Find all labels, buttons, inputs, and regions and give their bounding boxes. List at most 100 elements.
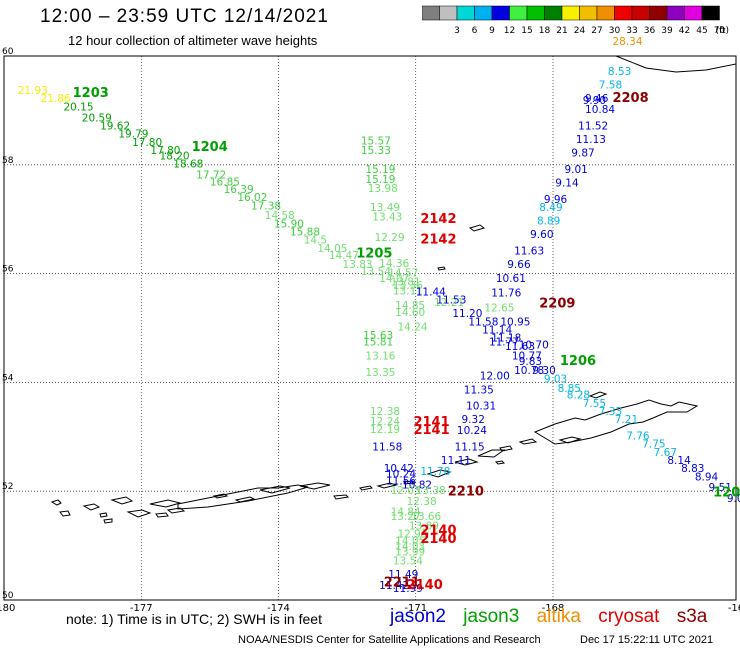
- coastline: [403, 480, 414, 485]
- wave-height-label: 13.36: [393, 280, 423, 292]
- scale-tick-label: 30: [609, 26, 621, 36]
- wave-height-label: 7.55: [583, 398, 606, 410]
- wave-height-label: 9.46: [585, 93, 609, 105]
- coastline: [166, 507, 186, 514]
- wave-height-label: 14.84: [391, 507, 421, 519]
- scale-tick-label: 36: [644, 26, 656, 36]
- coastline: [588, 391, 608, 399]
- coastline: [99, 512, 108, 518]
- wave-height-label: 16.39: [224, 184, 254, 196]
- wave-height-label: 28.34: [612, 36, 642, 48]
- coastline: [212, 493, 229, 499]
- coastline: [103, 518, 113, 524]
- scale-tick-label: 33: [626, 26, 637, 36]
- track-time-label: 2211: [384, 575, 420, 590]
- coastline: [558, 436, 582, 444]
- scale-tick-label: 21: [556, 26, 567, 36]
- coastline: [149, 499, 182, 508]
- wave-height-label: 16.02: [237, 192, 267, 204]
- legend-jason2: jason2: [390, 606, 446, 627]
- lon-tick-label: -180: [0, 603, 15, 614]
- scale-tick-label: 15: [521, 26, 532, 36]
- scale-tick-label: 12: [504, 26, 515, 36]
- track-time-label: 1207: [713, 486, 740, 501]
- scale-swatch: [701, 5, 720, 21]
- wave-height-label: 8.28: [567, 390, 590, 402]
- wave-height-label: 13.89: [409, 520, 439, 532]
- wave-height-label: 12.65: [484, 303, 514, 315]
- coastline: [494, 460, 506, 465]
- wave-height-label: 12.29: [375, 232, 405, 244]
- lon-tick-label: -174: [267, 603, 290, 614]
- wave-height-label: 10.82: [402, 479, 432, 491]
- coastline: [126, 509, 152, 518]
- wave-height-label: 10.95: [500, 316, 530, 328]
- legend-s3a: s3a: [676, 606, 708, 627]
- scale-tick-label: 42: [679, 26, 690, 36]
- wave-height-label: 15.90: [274, 218, 304, 230]
- track-time-label: 1205: [356, 246, 392, 261]
- track-time-label: 2142: [420, 233, 456, 248]
- wave-height-label: 13.11: [393, 285, 423, 297]
- wave-height-label: 14.05: [317, 243, 347, 255]
- scale-tick-label: 3: [454, 26, 460, 36]
- scale-unit-label: (ft): [716, 26, 730, 36]
- wave-height-label: 13.49: [370, 202, 400, 214]
- wave-height-label: 19.79: [118, 129, 148, 141]
- wave-height-label: 11.63: [514, 246, 544, 258]
- lon-tick-label: -171: [404, 603, 427, 614]
- wave-height-label: 14.58: [265, 210, 295, 222]
- track-time-label: 2140: [407, 578, 443, 593]
- wave-height-label: 13.43: [372, 211, 402, 223]
- scale-tick-label: 27: [591, 26, 602, 36]
- coastline: [333, 494, 350, 500]
- coastline: [376, 482, 398, 489]
- wave-height-label: 10.84: [585, 104, 615, 116]
- wave-height-label: 9.32: [462, 414, 485, 426]
- wave-height-label: 14.03: [395, 541, 425, 553]
- wave-height-label: 10.61: [496, 273, 526, 285]
- wave-height-label: 8.14: [667, 455, 691, 467]
- wave-height-label: 9.90: [583, 95, 606, 107]
- lat-tick-label: 54: [2, 373, 14, 383]
- wave-height-label: 13.54: [361, 266, 391, 278]
- wave-height-label: 11.56: [386, 476, 416, 488]
- wave-height-label: 11.18: [491, 333, 521, 345]
- legend-jason3: jason3: [463, 606, 520, 627]
- coastline: [615, 55, 737, 73]
- scale-tick-label: 6: [472, 26, 478, 36]
- coastline: [518, 438, 538, 445]
- wave-height-label: 10.77: [512, 351, 542, 363]
- wave-height-label: 11.58: [468, 316, 498, 328]
- wave-height-label: 14.47: [329, 250, 359, 262]
- coastline: [155, 512, 169, 518]
- coastline: [468, 224, 486, 232]
- wave-height-color-scale: 3 6 9 12 15 18 21 24 27 30 33 36 39 42 45 70(ft): [422, 5, 730, 36]
- wave-height-label: 7.21: [615, 414, 638, 426]
- coastline: [477, 449, 506, 458]
- wave-height-label: 10.42: [384, 463, 414, 475]
- wave-height-label: 17.80: [132, 137, 162, 149]
- lat-tick-label: 60: [2, 47, 14, 57]
- wave-height-label: 14.07: [379, 273, 409, 285]
- coastline: [358, 485, 374, 491]
- wave-height-label: 13.16: [365, 351, 395, 363]
- satellite-legend: jason2 jason3 altika cryosat s3a: [390, 606, 719, 628]
- wave-height-label: 9.01: [564, 164, 587, 176]
- coastline: [499, 445, 513, 452]
- wave-height-label: 7.75: [642, 439, 665, 451]
- lon-tick-label: -16: [728, 603, 740, 614]
- page-subtitle: 12 hour collection of altimeter wave hei…: [68, 33, 318, 48]
- track-time-label: 1204: [192, 140, 228, 155]
- wave-height-label: 13.54: [393, 556, 423, 568]
- wave-height-label: 21.86: [41, 93, 71, 105]
- wave-height-label: 10.24: [386, 469, 416, 481]
- wave-height-label: 10.70: [519, 340, 549, 352]
- wave-height-label: 9.87: [571, 148, 594, 160]
- wave-height-label: 20.15: [63, 101, 93, 113]
- wave-height-label: 11.14: [482, 324, 512, 336]
- coastline: [259, 485, 291, 494]
- wave-height-label: 20.59: [82, 112, 112, 124]
- wave-height-label: 9.96: [544, 194, 568, 206]
- coastline: [82, 503, 101, 511]
